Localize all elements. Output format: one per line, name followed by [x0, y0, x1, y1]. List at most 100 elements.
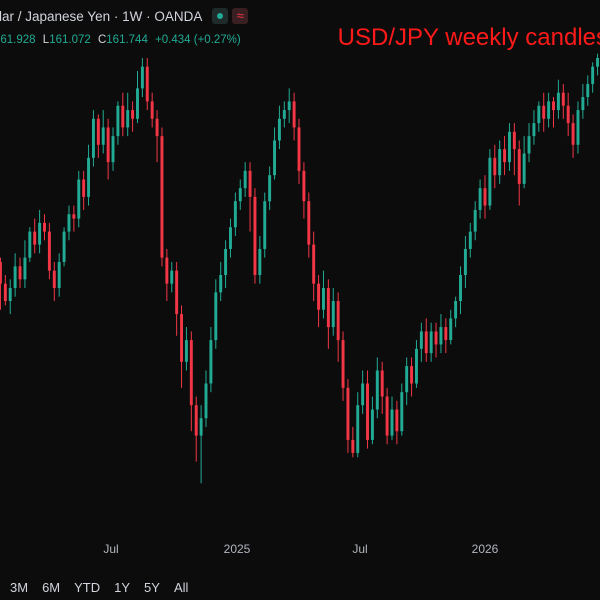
candle-body: [292, 101, 296, 128]
candle-body: [214, 292, 218, 341]
candle-body: [571, 123, 575, 145]
candle-52: [248, 162, 252, 232]
candle-43: [204, 370, 208, 427]
range-button-ytd[interactable]: YTD: [74, 579, 101, 595]
candle-104: [503, 136, 507, 176]
candle-25: [116, 101, 120, 145]
candle-body: [28, 231, 32, 258]
candle-body: [385, 396, 389, 436]
range-button-6m[interactable]: 6M: [42, 579, 61, 595]
candle-body: [429, 331, 433, 354]
candle-75: [361, 370, 365, 414]
candle-body: [493, 157, 497, 176]
ohlc-close-value: 161.744: [106, 34, 148, 46]
candle-body: [136, 88, 139, 119]
candle-body: [140, 66, 144, 89]
candle-body: [116, 105, 120, 137]
candle-27: [126, 92, 130, 137]
candle-71: [341, 331, 345, 401]
candle-body: [121, 105, 125, 128]
ohlc-low-value: 161.072: [49, 34, 91, 46]
candle-body: [410, 366, 414, 384]
range-button-3m[interactable]: 3M: [10, 579, 29, 595]
range-button-5y[interactable]: 5Y: [144, 579, 160, 595]
candle-body: [258, 248, 262, 275]
x-tick-label-2026: 2026: [472, 542, 499, 556]
candle-body: [512, 131, 516, 150]
candle-body: [307, 201, 311, 245]
candle-body: [552, 101, 555, 111]
candle-40: [189, 331, 193, 432]
wave-icon[interactable]: ≈: [232, 8, 249, 24]
candle-118: [571, 114, 575, 158]
candle-65: [312, 231, 316, 302]
candle-60: [287, 88, 291, 124]
candle-body: [204, 383, 208, 419]
x-tick-label-jul-1: Jul: [103, 542, 118, 556]
candle-114: [552, 97, 555, 128]
date-range-bar: 3M 6M YTD 1Y 5Y All: [0, 576, 600, 598]
candle-body: [341, 340, 345, 388]
candle-body: [199, 418, 203, 436]
candle-body: [145, 66, 149, 102]
candle-body: [263, 201, 267, 249]
candle-76: [366, 370, 369, 449]
candle-14: [62, 227, 66, 267]
candle-68: [326, 279, 330, 349]
range-button-all[interactable]: All: [173, 579, 189, 595]
candle-59: [282, 101, 286, 128]
candle-115: [556, 79, 560, 119]
candle-37: [175, 261, 179, 336]
candle-83: [400, 383, 404, 436]
candle-21: [96, 114, 100, 158]
candle-body: [483, 188, 487, 206]
candle-body: [57, 261, 61, 289]
candle-93: [449, 309, 453, 345]
candle-3: [8, 279, 12, 315]
candle-body: [282, 110, 286, 119]
candle-body: [297, 127, 301, 171]
candle-120: [581, 84, 585, 119]
candle-body: [556, 92, 560, 111]
range-button-1y[interactable]: 1Y: [114, 579, 131, 595]
candle-body: [194, 405, 198, 436]
candle-body: [375, 370, 379, 410]
candle-12: [52, 261, 56, 302]
candle-body: [253, 196, 257, 275]
candle-body: [155, 118, 159, 137]
candle-90: [434, 322, 438, 358]
candle-79: [380, 361, 384, 414]
market-status-icon[interactable]: [212, 8, 229, 24]
candle-body: [77, 179, 81, 219]
candle-body: [351, 439, 355, 453]
candle-body: [72, 214, 76, 219]
candle-49: [233, 192, 237, 236]
candle-92: [444, 318, 448, 354]
candle-95: [459, 266, 462, 315]
candle-body: [488, 157, 492, 206]
candle-74: [356, 392, 360, 458]
candle-87: [419, 322, 423, 362]
candle-63: [302, 162, 306, 219]
candle-121: [586, 75, 590, 106]
candle-body: [126, 110, 130, 128]
candle-122: [591, 62, 595, 93]
candle-24: [111, 127, 115, 171]
candle-body: [96, 118, 100, 145]
candle-body: [52, 270, 56, 289]
symbol-legend[interactable]: llar / Japanese Yen · 1W · OANDA ≈: [0, 8, 249, 24]
candle-1: [0, 257, 2, 310]
candle-body: [356, 405, 360, 453]
candle-body: [581, 97, 585, 111]
candle-19: [87, 144, 91, 206]
candle-7: [28, 227, 32, 262]
candle-77: [370, 396, 374, 445]
candle-body: [503, 149, 507, 163]
candle-70: [336, 292, 340, 362]
ohlc-close-label: C: [97, 34, 107, 46]
candle-78: [375, 357, 379, 419]
candle-body: [459, 275, 462, 302]
candle-61: [292, 92, 296, 141]
